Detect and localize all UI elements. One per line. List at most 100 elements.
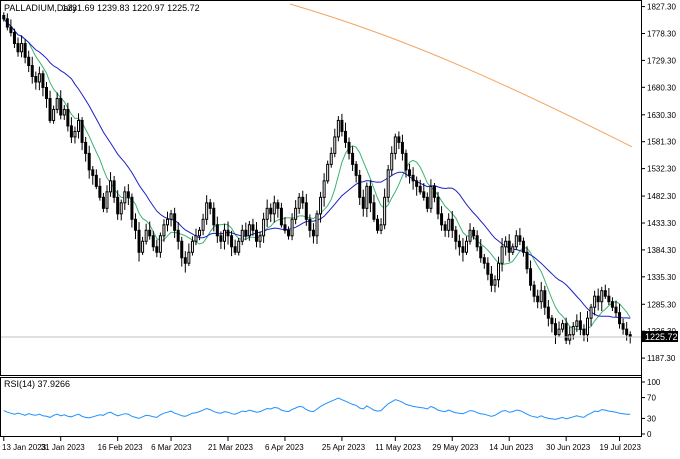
candle-body	[504, 240, 508, 248]
candle-body	[546, 306, 550, 319]
time-tick-label: 6 Apr 2023	[265, 443, 304, 452]
candle-body	[219, 235, 223, 242]
candle-body	[600, 290, 604, 303]
candle-body	[251, 224, 255, 231]
candle-body	[351, 152, 355, 165]
candle-body	[514, 235, 518, 248]
candle-body	[372, 202, 376, 220]
candle-body	[358, 174, 362, 198]
candle-body	[87, 152, 91, 171]
price-tick-label: 1729.30	[647, 56, 676, 65]
candle-body	[123, 191, 127, 204]
candle-body	[20, 43, 24, 53]
candle-body	[226, 229, 230, 237]
candle-body	[112, 180, 116, 198]
candle-body	[244, 229, 248, 237]
price-tick-label: 1335.30	[647, 273, 676, 282]
candle-body	[329, 152, 333, 165]
candles-group	[2, 12, 632, 345]
time-tick-label: 19 Jul 2023	[600, 443, 642, 452]
candle-body	[429, 185, 433, 209]
candle-body	[418, 185, 422, 193]
candle-body	[557, 328, 561, 336]
current-price-label-bg	[642, 331, 678, 343]
candle-body	[37, 73, 41, 83]
candle-body	[618, 312, 622, 325]
candle-body	[432, 185, 436, 198]
candle-body	[397, 136, 401, 143]
candle-body	[247, 224, 251, 237]
candle-body	[190, 240, 194, 253]
candle-body	[319, 196, 323, 215]
price-tick-label: 1433.30	[647, 219, 676, 228]
rsi-tick-label: 70	[647, 394, 656, 403]
candle-body	[52, 108, 56, 121]
candle-body	[173, 213, 177, 231]
time-tick-label: 31 Jan 2023	[41, 443, 86, 452]
price-tick-label: 1285.30	[647, 300, 676, 309]
candle-body	[408, 169, 412, 176]
candle-body	[440, 213, 444, 226]
candle-body	[265, 207, 269, 220]
candle-body	[144, 229, 148, 242]
time-tick-label: 13 Jan 2023	[2, 443, 47, 452]
ohlc-label: 1231.69 1239.83 1220.97 1225.72	[62, 3, 200, 13]
candle-body	[208, 202, 212, 209]
candle-body	[393, 136, 397, 154]
candle-body	[84, 141, 88, 154]
candle-body	[411, 174, 415, 182]
candle-body	[521, 240, 525, 253]
candle-body	[94, 174, 98, 187]
candle-body	[536, 295, 540, 303]
candle-body	[5, 18, 9, 28]
candle-body	[119, 202, 123, 215]
rsi-line-path	[3, 397, 631, 420]
candle-body	[468, 229, 472, 242]
candle-body	[130, 196, 134, 220]
rsi-axis: 100 70 30 0	[641, 378, 661, 439]
candle-body	[137, 229, 141, 253]
price-tick-label: 1581.30	[647, 138, 676, 147]
candle-body	[105, 191, 109, 209]
price-tick-label: 1187.30	[647, 354, 676, 363]
candle-body	[614, 306, 618, 314]
candle-body	[169, 213, 173, 220]
candle-body	[201, 218, 205, 231]
candle-body	[425, 196, 429, 209]
candle-body	[333, 136, 337, 154]
price-tick-label: 1827.30	[647, 3, 676, 12]
candle-body	[308, 218, 312, 231]
candle-body	[27, 56, 31, 67]
time-tick-label: 21 Mar 2023	[208, 443, 253, 452]
candle-body	[158, 235, 162, 253]
candle-body	[479, 246, 483, 259]
candle-body	[116, 196, 120, 215]
candle-body	[489, 273, 493, 286]
candle-body	[607, 295, 611, 303]
candle-body	[564, 323, 568, 341]
candle-body	[16, 43, 20, 53]
candle-body	[240, 229, 244, 242]
rsi-tick-label: 0	[647, 430, 652, 439]
candle-body	[400, 141, 404, 154]
candle-body	[404, 152, 408, 171]
candle-body	[2, 15, 6, 20]
candle-body	[322, 180, 326, 198]
candle-body	[254, 229, 258, 242]
candle-body	[586, 317, 590, 336]
time-tick-label: 30 Jun 2023	[546, 443, 591, 452]
candle-body	[262, 218, 266, 237]
candle-body	[41, 73, 45, 88]
candle-body	[23, 43, 27, 58]
candle-body	[497, 262, 501, 281]
candle-body	[447, 218, 451, 231]
candle-body	[155, 246, 159, 253]
candle-body	[212, 207, 216, 226]
candle-body	[578, 320, 582, 330]
candle-body	[269, 207, 273, 215]
symbol-label: PALLADIUM,Daily	[4, 3, 77, 13]
candle-body	[34, 76, 38, 83]
